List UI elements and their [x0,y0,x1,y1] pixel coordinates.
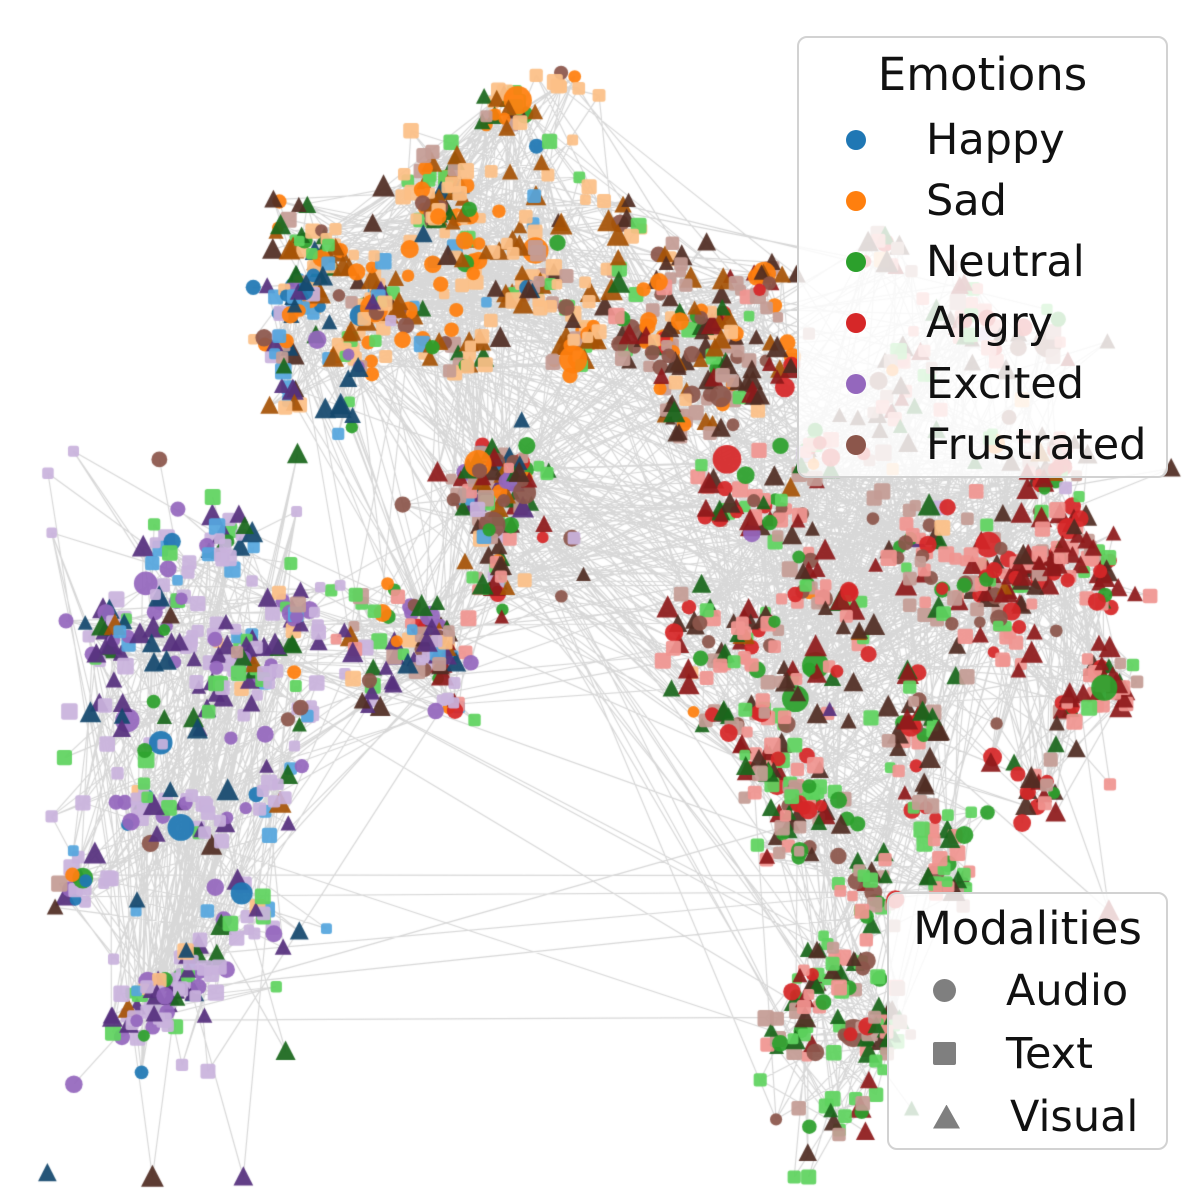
frustrated-swatch-icon [846,434,866,455]
happy-swatch-icon [846,129,866,150]
legend-item-neutral: Neutral [799,231,1166,292]
legend-item-sad: Sad [799,170,1166,231]
legend-item-visual: Visual [889,1085,1166,1148]
emotions-legend: Emotions Happy Sad Neutral Angry Excited… [797,36,1168,478]
modalities-legend-title: Modalities [913,902,1142,955]
legend-label: Angry [926,297,1054,348]
emotions-legend-title: Emotions [877,48,1088,101]
legend-label: Sad [926,175,1007,226]
legend-item-excited: Excited [799,353,1166,414]
text-square-icon [933,1042,956,1065]
legend-label: Frustrated [926,419,1147,470]
legend-label: Neutral [926,236,1085,287]
sad-swatch-icon [846,190,866,211]
excited-swatch-icon [846,373,866,394]
legend-item-text: Text [889,1022,1166,1085]
angry-swatch-icon [846,312,866,333]
neutral-swatch-icon [846,251,866,272]
visual-triangle-icon [933,1104,960,1129]
legend-item-frustrated: Frustrated [799,414,1166,475]
legend-label: Audio [1006,965,1129,1016]
legend-item-audio: Audio [889,959,1166,1022]
legend-label: Excited [926,358,1085,409]
legend-label: Happy [926,114,1065,165]
legend-item-angry: Angry [799,292,1166,353]
audio-circle-icon [933,979,956,1002]
legend-label: Text [1006,1028,1093,1079]
legend-item-happy: Happy [799,109,1166,170]
modalities-legend: Modalities Audio Text Visual [887,892,1168,1150]
legend-label: Visual [1010,1091,1139,1142]
